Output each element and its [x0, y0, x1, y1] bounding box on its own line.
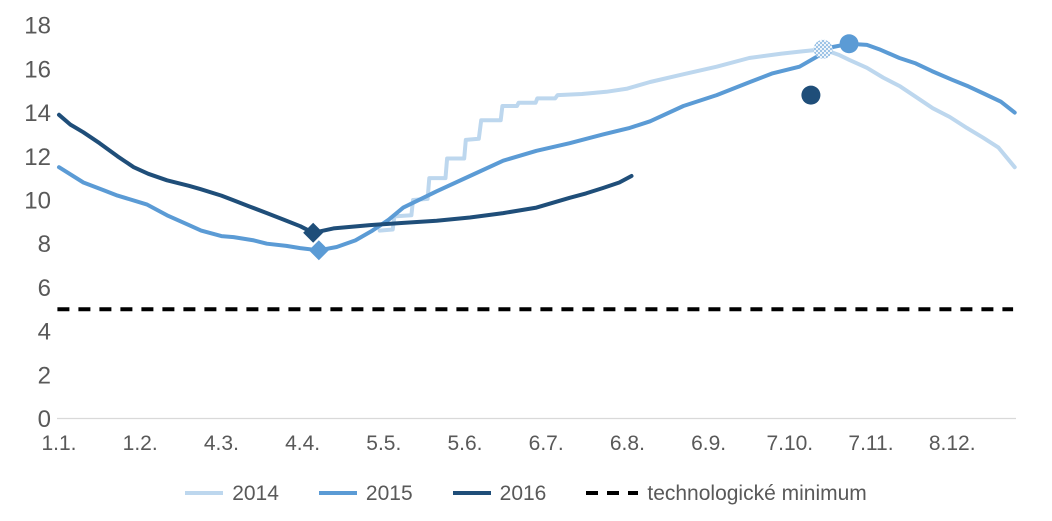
x-axis-tick-label: 4.3.	[204, 432, 239, 455]
marker-circle-2016	[801, 85, 821, 105]
marker-circle-2014	[813, 39, 833, 59]
x-axis-tick-label: 6.8.	[610, 432, 645, 455]
x-axis-tick-label: 8.12.	[929, 432, 976, 455]
x-axis-tick-label: 7.11.	[848, 432, 893, 455]
x-axis-tick-label: 6.7.	[529, 432, 564, 455]
x-axis-tick-label: 6.9.	[691, 432, 726, 455]
legend-label: 2015	[365, 481, 413, 505]
legend-line-swatch-2016	[452, 491, 491, 495]
x-axis-tick-label: 1.1.	[41, 432, 76, 455]
marker-circle-2015	[839, 34, 859, 54]
legend-label: technologické minimum	[647, 481, 867, 505]
y-axis-tick-label: 4	[38, 319, 51, 346]
legend-dashed-swatch-minimum	[586, 491, 639, 495]
y-axis-tick-label: 18	[24, 13, 51, 40]
legend-item-2015: 2015	[318, 481, 413, 505]
y-axis-tick-label: 12	[24, 144, 51, 171]
series-line-2016	[57, 112, 634, 235]
y-axis-tick-label: 2	[38, 362, 51, 389]
series-line-2014	[377, 47, 1017, 233]
y-axis-tick-label: 8	[38, 231, 51, 258]
x-axis-tick-label: 1.2.	[123, 432, 158, 455]
x-axis-tick-label: 4.4.	[285, 432, 320, 455]
x-axis-tick-label: 5.6.	[447, 432, 482, 455]
y-axis-tick-label: 6	[38, 275, 51, 302]
chart-legend: 2014 2015 2016 technologické minimum	[0, 476, 1052, 510]
marker-diamond-2015	[308, 240, 329, 261]
series-line-2015	[57, 41, 1017, 253]
y-axis-tick-label: 14	[24, 100, 51, 127]
marker-diamond-2016	[303, 222, 324, 243]
x-axis-tick-label: 7.10.	[766, 432, 813, 455]
legend-label: 2014	[232, 481, 279, 505]
legend-item-2014: 2014	[185, 483, 279, 504]
legend-item-technologicke-minimum: technologické minimum	[586, 481, 867, 505]
x-axis-tick-label: 5.5.	[366, 432, 401, 455]
y-axis-tick-label: 0	[38, 406, 51, 433]
y-axis-tick-label: 10	[24, 188, 51, 215]
legend-line-swatch-2015	[318, 491, 357, 495]
legend-label: 2016	[499, 481, 547, 505]
legend-item-2016: 2016	[452, 481, 547, 505]
legend-line-swatch-2014	[185, 491, 224, 495]
y-axis-tick-label: 16	[24, 56, 51, 83]
